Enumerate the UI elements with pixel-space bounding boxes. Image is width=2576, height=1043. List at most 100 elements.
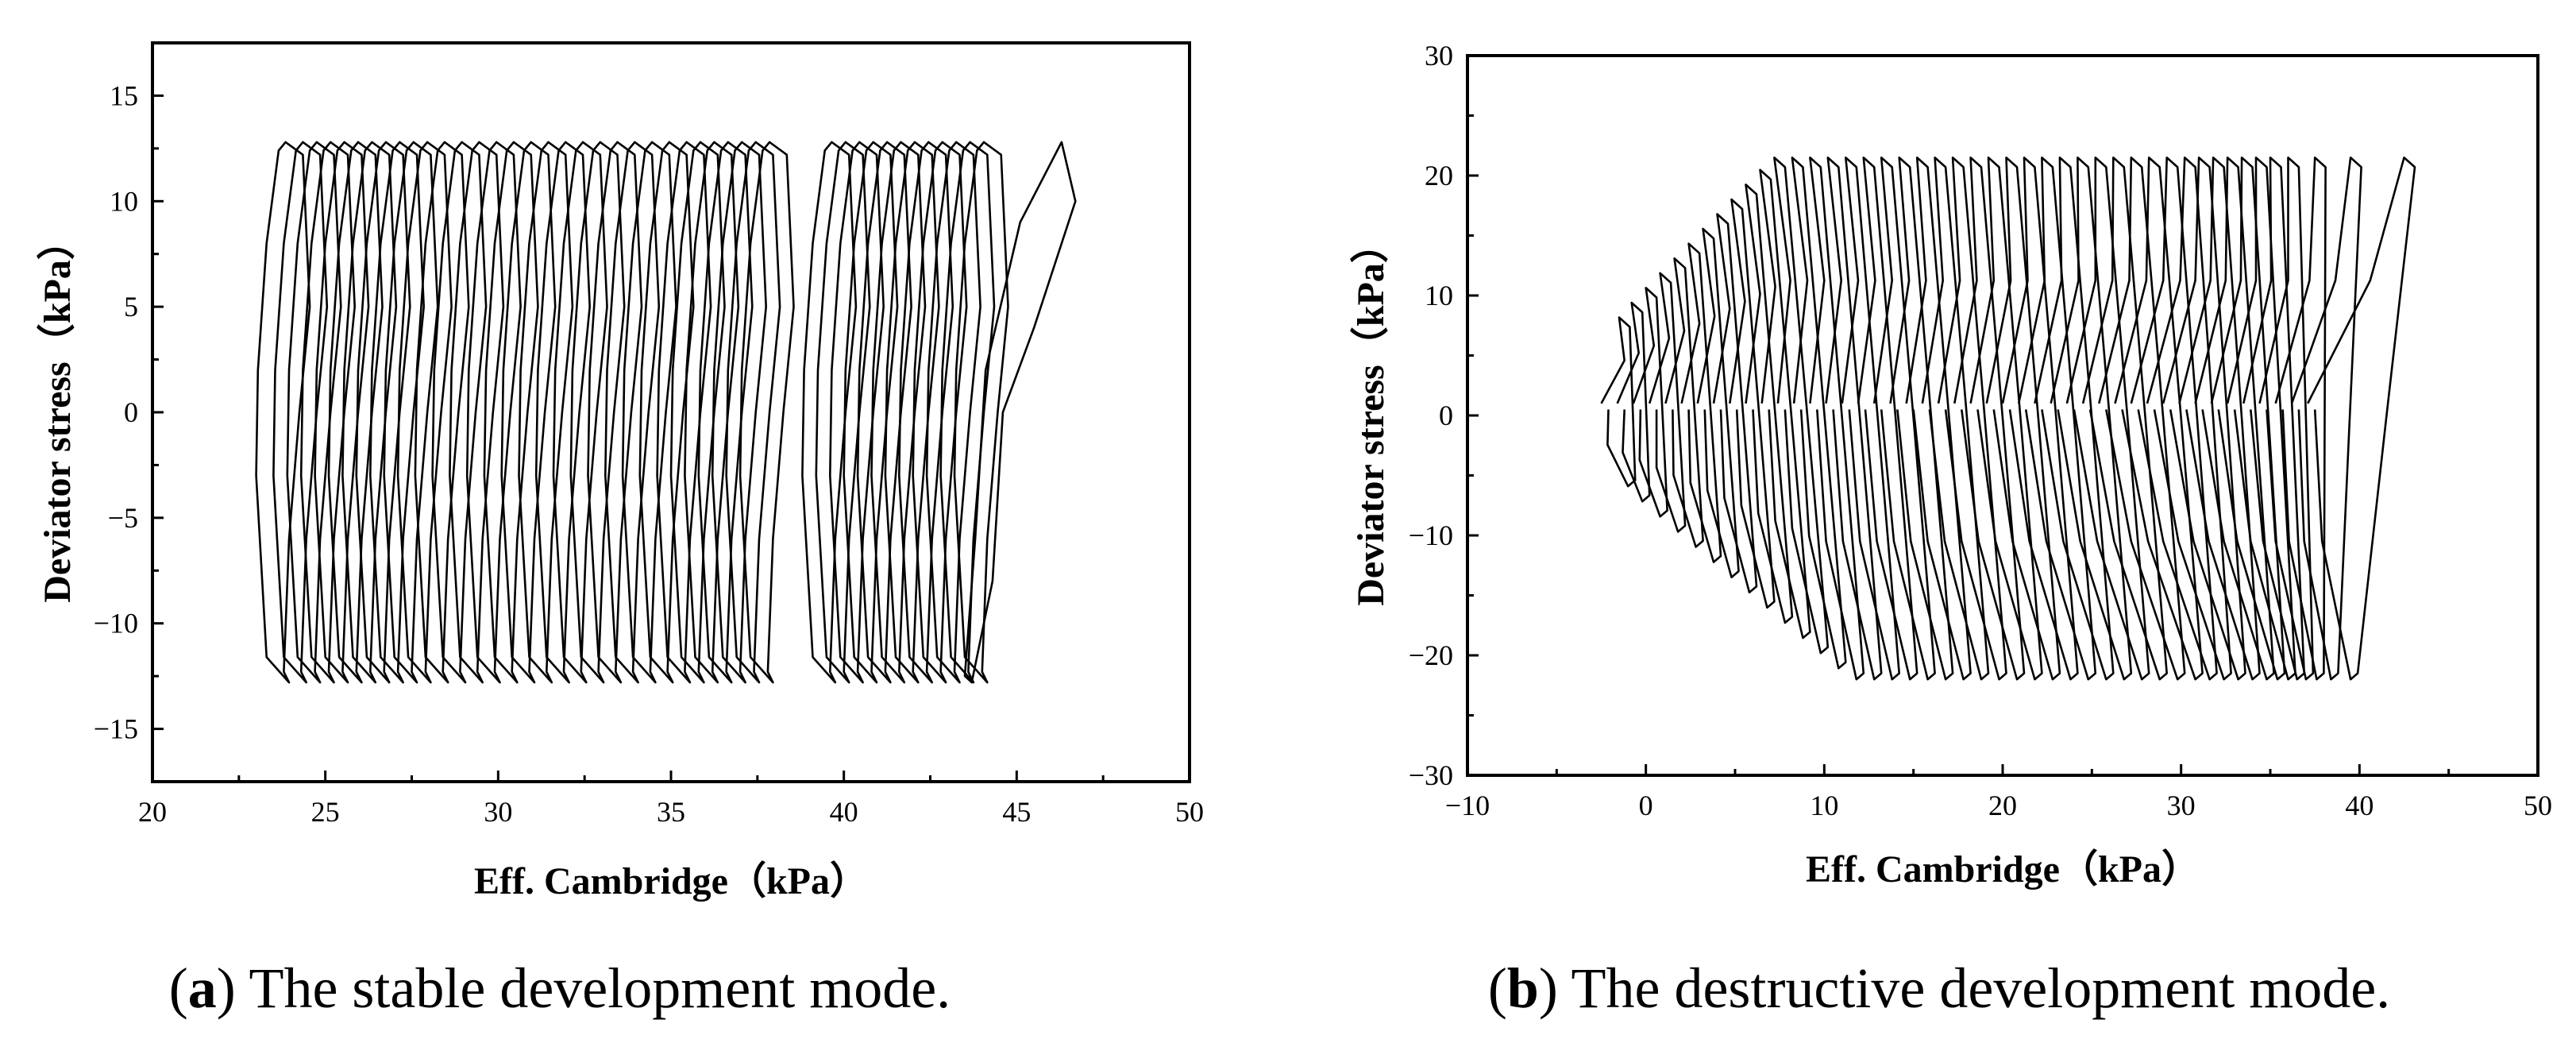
loop-b xyxy=(1953,156,2026,681)
loop-a xyxy=(552,141,608,684)
loop-b xyxy=(2146,156,2232,681)
loop-b xyxy=(1791,156,1847,670)
loop-b xyxy=(1664,257,1704,548)
caption-b-label: b xyxy=(1507,956,1539,1020)
axis-ticks-b: −10 0 10 20 30 40 50 −30 −20 −10 0 10 20 30 xyxy=(1409,40,2552,821)
loop-a xyxy=(953,141,1009,684)
loop-b xyxy=(1680,242,1722,563)
loops-group-b xyxy=(1600,156,2416,681)
loop-b xyxy=(1841,156,1900,681)
caption-a-label: a xyxy=(188,956,217,1020)
loop-a xyxy=(939,141,996,684)
loop-b xyxy=(2210,156,2286,681)
x-tick-label-a: 50 xyxy=(1175,796,1204,828)
caption-a-text: ) The stable development mode. xyxy=(217,956,951,1020)
loops-group-a xyxy=(255,141,1077,684)
loop-b xyxy=(2081,156,2168,681)
y-axis-title-b: Deviator stress（kPa） xyxy=(1350,225,1392,606)
y-tick-label-a: −5 xyxy=(108,502,138,534)
loop-b xyxy=(2178,156,2261,681)
y-tick-label-b: 10 xyxy=(1425,280,1453,311)
loop-b xyxy=(1773,156,1830,655)
loop-b xyxy=(1857,156,1919,681)
loop-a xyxy=(414,141,470,684)
loop-b xyxy=(1696,227,1740,578)
loop-b xyxy=(1759,168,1811,639)
y-tick-label-b: 20 xyxy=(1425,160,1453,191)
loop-b xyxy=(1905,156,1972,681)
y-axis-title-a: Deviator stress（kPa） xyxy=(37,222,79,603)
loop-b xyxy=(1616,301,1651,503)
loop-a xyxy=(465,141,522,684)
y-tick-label-a: −15 xyxy=(94,713,138,745)
y-tick-label-a: 5 xyxy=(124,291,138,323)
loop-a xyxy=(449,141,505,684)
caption-b-text: ) The destructive development mode. xyxy=(1539,956,2390,1020)
loop-b xyxy=(2242,156,2305,681)
x-tick-label-a: 25 xyxy=(311,796,340,828)
loop-b xyxy=(1745,183,1794,624)
loop-b xyxy=(1632,287,1668,518)
loop-b xyxy=(1600,316,1637,488)
x-tick-label-b: −10 xyxy=(1445,790,1490,821)
loop-b xyxy=(2307,156,2416,681)
loop-a xyxy=(711,141,767,684)
loop-a xyxy=(534,141,591,684)
plot-frame-a xyxy=(151,41,1191,783)
loop-b xyxy=(1648,272,1687,533)
chart-panel-a: 20 25 30 35 40 45 50 −15 −10 −5 0 5 10 15 Eff. Cambri… xyxy=(37,41,1204,902)
loop-b xyxy=(2050,156,2133,681)
loop-b xyxy=(2274,156,2327,681)
caption-a: (a) The stable development mode. xyxy=(169,956,951,1020)
loop-a xyxy=(684,141,740,684)
chart-panel-b: −10 0 10 20 30 40 50 −30 −20 −10 0 10 20 30 Eff. Camb… xyxy=(1350,40,2552,890)
loop-a xyxy=(925,141,981,684)
loop-a xyxy=(856,141,912,684)
loop-b xyxy=(1712,213,1758,594)
loop-a xyxy=(396,141,453,684)
loop-a xyxy=(569,141,626,684)
loop-a xyxy=(912,141,968,684)
loop-a xyxy=(604,141,661,684)
loop-b xyxy=(2290,156,2362,681)
x-tick-label-b: 40 xyxy=(2345,790,2374,821)
y-tick-label-a: 0 xyxy=(124,396,138,428)
y-tick-label-b: 30 xyxy=(1425,40,1453,71)
x-tick-label-a: 40 xyxy=(830,796,858,828)
x-axis-title-a: Eff. Cambridge（kPa） xyxy=(474,860,868,902)
x-tick-label-b: 10 xyxy=(1810,790,1838,821)
loop-a xyxy=(870,141,927,684)
loop-a xyxy=(738,141,795,684)
loop-a xyxy=(483,141,539,684)
y-tick-label-b: −20 xyxy=(1409,639,1453,671)
loop-a xyxy=(299,141,356,684)
loop-a xyxy=(431,141,488,684)
loop-a-final xyxy=(963,141,1077,684)
loop-a xyxy=(327,141,384,684)
loop-b xyxy=(2258,156,2315,681)
x-tick-label-a: 45 xyxy=(1002,796,1031,828)
loop-a xyxy=(829,141,885,684)
loop-b xyxy=(1985,156,2061,681)
loop-a xyxy=(314,141,370,684)
y-tick-label-b: 0 xyxy=(1439,400,1453,431)
loop-a xyxy=(587,141,643,684)
loop-a xyxy=(518,141,574,684)
loop-b xyxy=(2098,156,2186,681)
x-tick-label-b: 50 xyxy=(2524,790,2552,821)
loop-a xyxy=(669,141,726,684)
loop-a xyxy=(884,141,940,684)
loop-a xyxy=(500,141,557,684)
axis-ticks-a: 20 25 30 35 40 45 50 −15 −10 −5 0 5 10 15 xyxy=(94,79,1204,828)
loop-a xyxy=(898,141,954,684)
loop-a xyxy=(341,141,398,684)
loop-b xyxy=(2194,156,2275,681)
x-tick-label-a: 20 xyxy=(138,796,167,828)
y-tick-label-b: −10 xyxy=(1409,520,1453,551)
caption-b: (b) The destructive development mode. xyxy=(1488,956,2390,1020)
loop-a xyxy=(843,141,899,684)
x-tick-label-a: 35 xyxy=(657,796,685,828)
loop-b xyxy=(1937,156,2007,681)
loop-a xyxy=(656,141,712,684)
